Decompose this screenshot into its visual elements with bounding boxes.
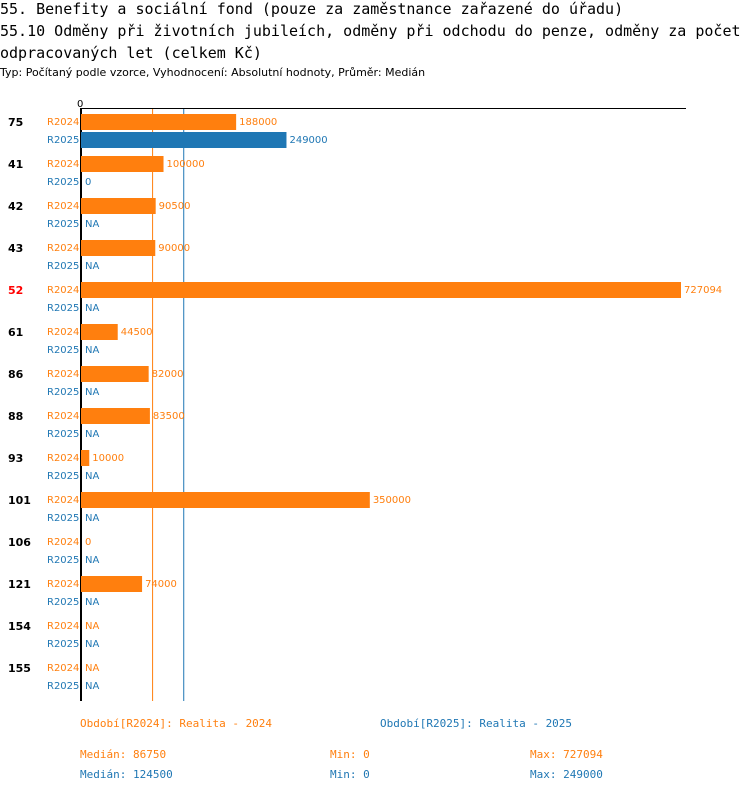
series-label-r2025: R2025 [47, 261, 79, 272]
category-label-121: 121 [8, 578, 31, 591]
chart-title: 55. Benefity a sociální fond (pouze za z… [0, 0, 624, 18]
value-label-r2025-86: NA [85, 387, 99, 398]
series-label-r2024: R2024 [47, 285, 79, 296]
value-label-r2025-88: NA [85, 429, 99, 440]
category-label-41: 41 [8, 158, 23, 171]
bar-r2024-101 [81, 492, 370, 508]
category-label-93: 93 [8, 452, 23, 465]
value-label-r2024-101: 350000 [373, 495, 411, 506]
bar-r2025-75 [81, 132, 287, 148]
r2025-max: Max: 249000 [530, 768, 603, 781]
series-label-r2024: R2024 [47, 159, 79, 170]
series-label-r2025: R2025 [47, 555, 79, 566]
value-label-r2024-42: 90500 [159, 201, 191, 212]
series-label-r2025: R2025 [47, 639, 79, 650]
series-label-r2025: R2025 [47, 135, 79, 146]
series-label-r2024: R2024 [47, 663, 79, 674]
category-label-154: 154 [8, 620, 31, 633]
bar-r2024-52 [81, 282, 681, 298]
series-label-r2025: R2025 [47, 681, 79, 692]
value-label-r2024-75: 188000 [239, 117, 277, 128]
r2024-max: Max: 727094 [530, 748, 603, 761]
bar-r2024-41 [81, 156, 164, 172]
value-label-r2024-155: NA [85, 663, 99, 674]
category-label-101: 101 [8, 494, 31, 507]
value-label-r2024-61: 44500 [121, 327, 153, 338]
category-label-155: 155 [8, 662, 31, 675]
r2024-median: Medián: 86750 [80, 748, 167, 761]
bar-r2024-121 [81, 576, 143, 592]
legend-r2025: Období[R2025]: Realita - 2025 [380, 717, 573, 730]
series-label-r2024: R2024 [47, 453, 79, 464]
series-label-r2025: R2025 [47, 387, 79, 398]
series-label-r2025: R2025 [47, 345, 79, 356]
value-label-r2024-41: 100000 [167, 159, 205, 170]
value-label-r2024-154: NA [85, 621, 99, 632]
chart-meta: Typ: Počítaný podle vzorce, Vyhodnocení:… [0, 66, 426, 79]
series-label-r2024: R2024 [47, 579, 79, 590]
bar-r2024-42 [81, 198, 156, 214]
series-label-r2024: R2024 [47, 621, 79, 632]
value-label-r2024-43: 90000 [158, 243, 190, 254]
category-label-52: 52 [8, 284, 23, 297]
series-label-r2024: R2024 [47, 369, 79, 380]
category-label-106: 106 [8, 536, 31, 549]
value-label-r2025-101: NA [85, 513, 99, 524]
series-label-r2024: R2024 [47, 243, 79, 254]
value-label-r2025-41: 0 [85, 177, 91, 188]
value-label-r2024-121: 74000 [145, 579, 177, 590]
series-label-r2024: R2024 [47, 201, 79, 212]
value-label-r2024-106: 0 [85, 537, 91, 548]
series-label-r2025: R2025 [47, 303, 79, 314]
series-label-r2025: R2025 [47, 513, 79, 524]
category-label-42: 42 [8, 200, 23, 213]
value-label-r2025-155: NA [85, 681, 99, 692]
bar-r2024-93 [81, 450, 90, 466]
r2025-min: Min: 0 [330, 768, 370, 781]
series-label-r2024: R2024 [47, 537, 79, 548]
series-label-r2024: R2024 [47, 495, 79, 506]
value-label-r2025-61: NA [85, 345, 99, 356]
category-label-43: 43 [8, 242, 23, 255]
series-label-r2025: R2025 [47, 597, 79, 608]
bar-r2024-88 [81, 408, 150, 424]
r2024-min: Min: 0 [330, 748, 370, 761]
category-label-61: 61 [8, 326, 23, 339]
series-label-r2025: R2025 [47, 177, 79, 188]
value-label-r2025-121: NA [85, 597, 99, 608]
r2025-median: Medián: 124500 [80, 768, 173, 781]
bar-r2024-86 [81, 366, 149, 382]
bar-r2024-61 [81, 324, 118, 340]
series-label-r2024: R2024 [47, 327, 79, 338]
series-label-r2024: R2024 [47, 411, 79, 422]
value-label-r2024-93: 10000 [92, 453, 124, 464]
value-label-r2024-88: 83500 [153, 411, 185, 422]
category-label-86: 86 [8, 368, 24, 381]
value-label-r2024-52: 727094 [684, 285, 722, 296]
x-axis-zero-label: 0 [77, 99, 83, 110]
series-label-r2025: R2025 [47, 429, 79, 440]
series-label-r2025: R2025 [47, 219, 79, 230]
category-label-88: 88 [8, 410, 23, 423]
value-label-r2025-154: NA [85, 639, 99, 650]
legend-r2024: Období[R2024]: Realita - 2024 [80, 717, 273, 730]
bar-r2024-75 [81, 114, 237, 130]
value-label-r2025-52: NA [85, 303, 99, 314]
series-label-r2024: R2024 [47, 117, 79, 128]
value-label-r2025-75: 249000 [289, 135, 327, 146]
value-label-r2025-93: NA [85, 471, 99, 482]
series-label-r2025: R2025 [47, 471, 79, 482]
bar-r2024-43 [81, 240, 156, 256]
value-label-r2025-106: NA [85, 555, 99, 566]
value-label-r2024-86: 82000 [152, 369, 184, 380]
chart-subtitle: 55.10 Odměny při životních jubileích, od… [0, 22, 741, 62]
value-label-r2025-42: NA [85, 219, 99, 230]
value-label-r2025-43: NA [85, 261, 99, 272]
category-label-75: 75 [8, 116, 23, 129]
